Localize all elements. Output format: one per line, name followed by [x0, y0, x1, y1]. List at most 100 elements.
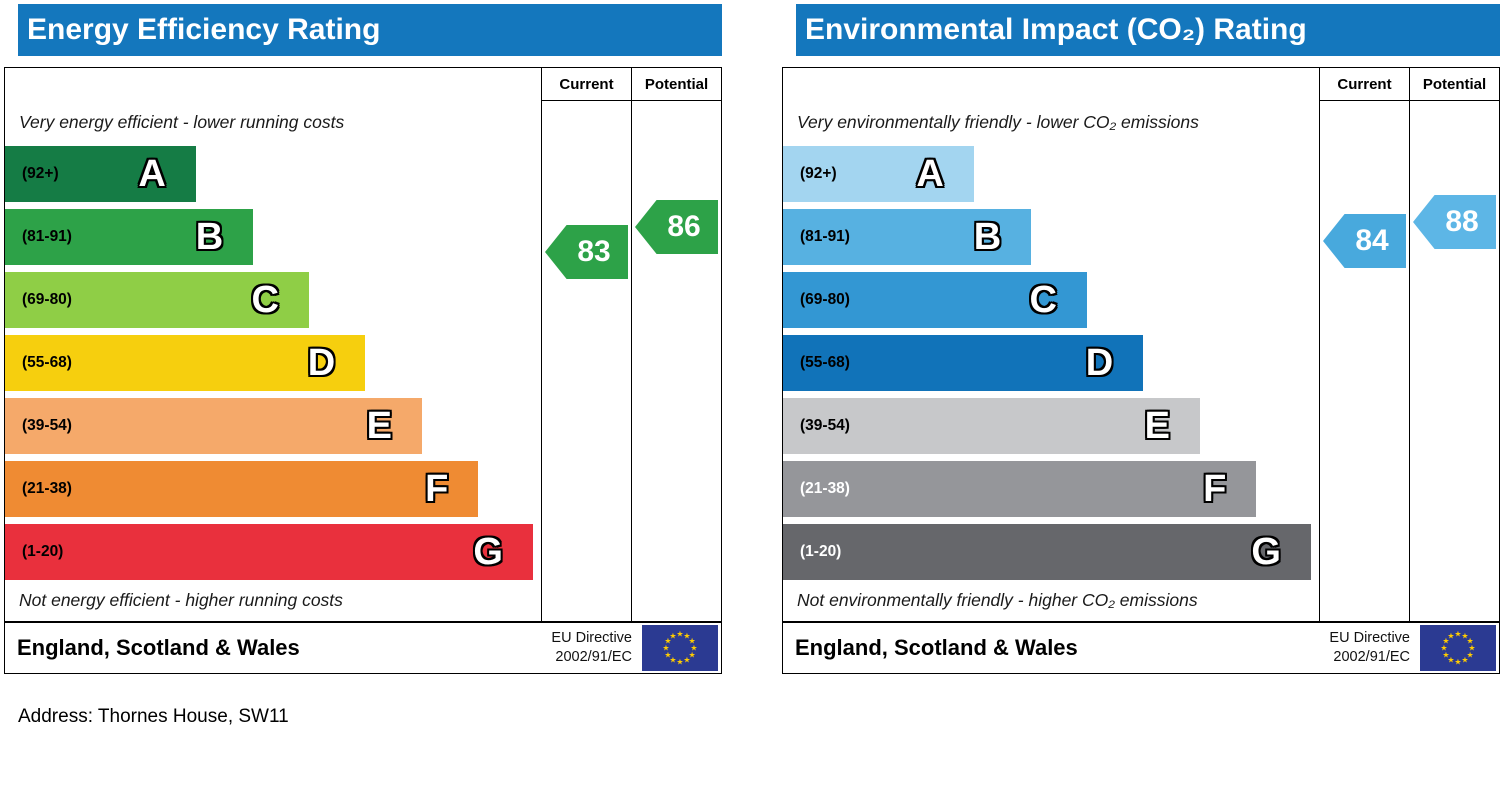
svg-text:★: ★ — [1467, 637, 1474, 646]
svg-text:★: ★ — [676, 658, 683, 667]
svg-text:★: ★ — [683, 656, 690, 665]
current-rating-column: 84 — [1319, 101, 1409, 621]
potential-rating-arrow: 86 — [635, 200, 718, 254]
current-column-header: Current — [541, 68, 631, 101]
band-range-e: (39-54) — [800, 417, 850, 434]
energy-efficiency-panel: Energy Efficiency Rating Current Potenti… — [4, 4, 722, 674]
band-range-e: (39-54) — [22, 417, 72, 434]
header-spacer — [5, 68, 541, 101]
band-letter-g: G — [1251, 531, 1281, 573]
band-bar-b: (81-91) B — [5, 209, 254, 265]
band-letter-g: G — [473, 531, 503, 573]
svg-text:★: ★ — [689, 651, 696, 660]
svg-text:★: ★ — [1447, 656, 1454, 665]
svg-text:★: ★ — [1447, 631, 1454, 640]
band-bar-a: (92+) A — [783, 146, 974, 202]
band-row-f: (21-38) F — [5, 461, 541, 517]
band-row-b: (81-91) B — [783, 209, 1319, 265]
band-row-c: (69-80) C — [783, 272, 1319, 328]
band-bar-c: (69-80) C — [5, 272, 309, 328]
chart-footer: England, Scotland & Wales EU Directive 2… — [5, 621, 721, 673]
band-range-a: (92+) — [800, 165, 837, 182]
current-column-header: Current — [1319, 68, 1409, 101]
potential-rating-column: 86 — [631, 101, 721, 621]
svg-text:★: ★ — [664, 637, 671, 646]
region-label: England, Scotland & Wales — [17, 635, 300, 660]
current-rating-arrow: 83 — [545, 225, 628, 279]
svg-text:★: ★ — [683, 631, 690, 640]
band-row-d: (55-68) D — [5, 335, 541, 391]
eu-flag-icon: ★ ★ ★ ★ ★ ★ ★ ★ ★ ★ ★ ★ — [1420, 625, 1496, 671]
svg-text:★: ★ — [664, 651, 671, 660]
band-row-a: (92+) A — [783, 146, 1319, 202]
eu-directive-label: EU Directive 2002/91/EC — [1329, 630, 1410, 665]
band-bar-g: (1-20) G — [5, 524, 533, 580]
band-bar-e: (39-54) E — [783, 398, 1200, 454]
band-range-b: (81-91) — [800, 228, 850, 245]
band-range-f: (21-38) — [800, 480, 850, 497]
band-range-d: (55-68) — [22, 354, 72, 371]
band-bar-f: (21-38) F — [5, 461, 479, 517]
potential-rating-arrow: 88 — [1413, 195, 1496, 249]
band-row-a: (92+) A — [5, 146, 541, 202]
band-bar-d: (55-68) D — [783, 335, 1144, 391]
band-range-a: (92+) — [22, 165, 59, 182]
band-range-g: (1-20) — [800, 543, 842, 560]
band-range-f: (21-38) — [22, 480, 72, 497]
bottom-note: Not environmentally friendly - higher CO… — [797, 590, 1198, 610]
potential-column-header: Potential — [631, 68, 721, 101]
svg-text:★: ★ — [669, 656, 676, 665]
svg-text:★: ★ — [690, 644, 697, 653]
current-rating-column: 83 — [541, 101, 631, 621]
band-letter-c: C — [1029, 279, 1057, 321]
current-rating-arrow: 84 — [1323, 214, 1406, 268]
environmental-chart-table: Current Potential Very environmentally f… — [782, 67, 1500, 674]
band-letter-e: E — [1144, 405, 1170, 447]
svg-text:★: ★ — [1442, 637, 1449, 646]
svg-text:★: ★ — [1454, 630, 1461, 639]
svg-text:★: ★ — [1454, 658, 1461, 667]
band-row-b: (81-91) B — [5, 209, 541, 265]
band-range-g: (1-20) — [22, 543, 64, 560]
band-letter-f: F — [1203, 468, 1227, 510]
header-spacer — [783, 68, 1319, 101]
bottom-note: Not energy efficient - higher running co… — [19, 590, 343, 610]
eu-directive-label: EU Directive 2002/91/EC — [551, 630, 632, 665]
top-note: Very environmentally friendly - lower CO… — [797, 112, 1199, 132]
band-letter-a: A — [138, 153, 166, 195]
band-letter-d: D — [1085, 342, 1114, 384]
svg-text:★: ★ — [1468, 644, 1475, 653]
band-letter-a: A — [916, 153, 944, 195]
band-row-e: (39-54) E — [783, 398, 1319, 454]
band-bar-f: (21-38) F — [783, 461, 1257, 517]
environmental-chart-title: Environmental Impact (CO₂) Rating — [796, 4, 1500, 56]
band-range-d: (55-68) — [800, 354, 850, 371]
band-bar-a: (92+) A — [5, 146, 196, 202]
eu-flag-icon: ★ ★ ★ ★ ★ ★ ★ ★ ★ ★ ★ ★ — [642, 625, 718, 671]
potential-rating-value: 88 — [1445, 205, 1479, 238]
potential-rating-value: 86 — [667, 210, 701, 243]
potential-rating-column: 88 — [1409, 101, 1499, 621]
current-rating-value: 83 — [577, 235, 611, 268]
band-range-c: (69-80) — [22, 291, 72, 308]
environmental-impact-panel: Environmental Impact (CO₂) Rating Curren… — [782, 4, 1500, 674]
band-letter-b: B — [973, 216, 1002, 258]
current-rating-value: 84 — [1355, 224, 1389, 257]
svg-text:★: ★ — [689, 637, 696, 646]
svg-text:★: ★ — [1461, 656, 1468, 665]
svg-text:★: ★ — [1461, 631, 1468, 640]
epc-charts-row: Energy Efficiency Rating Current Potenti… — [4, 4, 1500, 674]
band-letter-f: F — [425, 468, 449, 510]
band-range-b: (81-91) — [22, 228, 72, 245]
band-row-e: (39-54) E — [5, 398, 541, 454]
svg-text:★: ★ — [1440, 644, 1447, 653]
potential-column-header: Potential — [1409, 68, 1499, 101]
band-row-f: (21-38) F — [783, 461, 1319, 517]
band-letter-d: D — [307, 342, 336, 384]
top-note: Very energy efficient - lower running co… — [19, 112, 345, 132]
band-row-c: (69-80) C — [5, 272, 541, 328]
band-row-g: (1-20) G — [783, 524, 1319, 580]
chart-footer: England, Scotland & Wales EU Directive 2… — [783, 621, 1499, 673]
band-bar-b: (81-91) B — [783, 209, 1032, 265]
address-label: Address: Thornes House, SW11 — [18, 706, 289, 727]
